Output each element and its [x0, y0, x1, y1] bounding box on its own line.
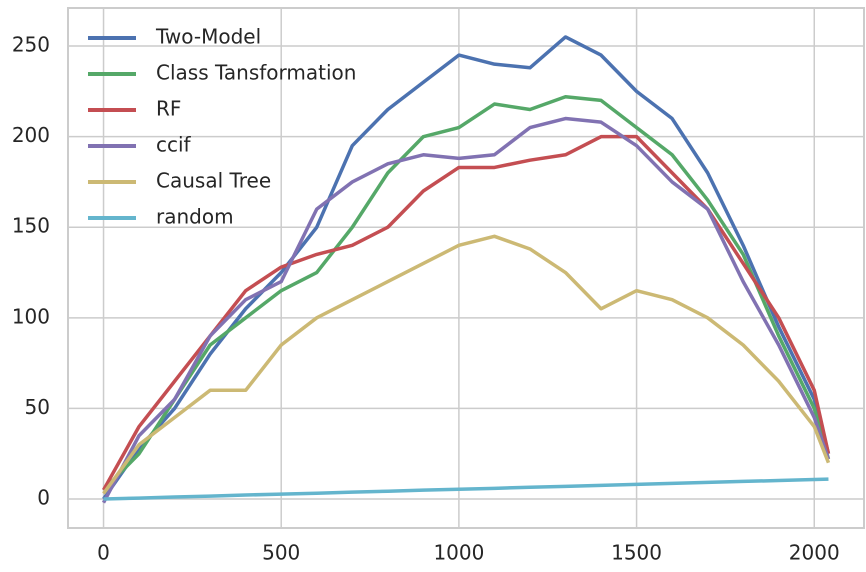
- line-series: [102, 234, 831, 495]
- x-tick-label: 500: [262, 541, 300, 565]
- x-tick-label: 1500: [611, 541, 662, 565]
- legend-label: Two-Model: [155, 25, 261, 49]
- y-tick-label: 250: [12, 33, 50, 57]
- x-tick-label: 2000: [789, 541, 840, 565]
- legend-label: random: [156, 205, 234, 229]
- x-tick-label: 1000: [433, 541, 484, 565]
- y-tick-label: 150: [12, 214, 50, 238]
- line-series: [101, 116, 831, 504]
- legend-label: ccif: [156, 133, 192, 157]
- y-tick-label: 200: [12, 123, 50, 147]
- plot-frame: [67, 7, 865, 529]
- legend-label: RF: [156, 97, 181, 121]
- legend-label: Causal Tree: [156, 169, 271, 193]
- line-series: [102, 134, 831, 491]
- legend-label: Class Tansformation: [156, 61, 356, 85]
- y-tick-label: 50: [25, 395, 50, 419]
- line-series: [103, 477, 829, 501]
- line-series: [102, 35, 831, 501]
- y-tick-label: 100: [12, 304, 50, 328]
- y-tick-label: 0: [37, 486, 50, 510]
- x-tick-label: 0: [97, 541, 110, 565]
- line-series: [102, 95, 831, 492]
